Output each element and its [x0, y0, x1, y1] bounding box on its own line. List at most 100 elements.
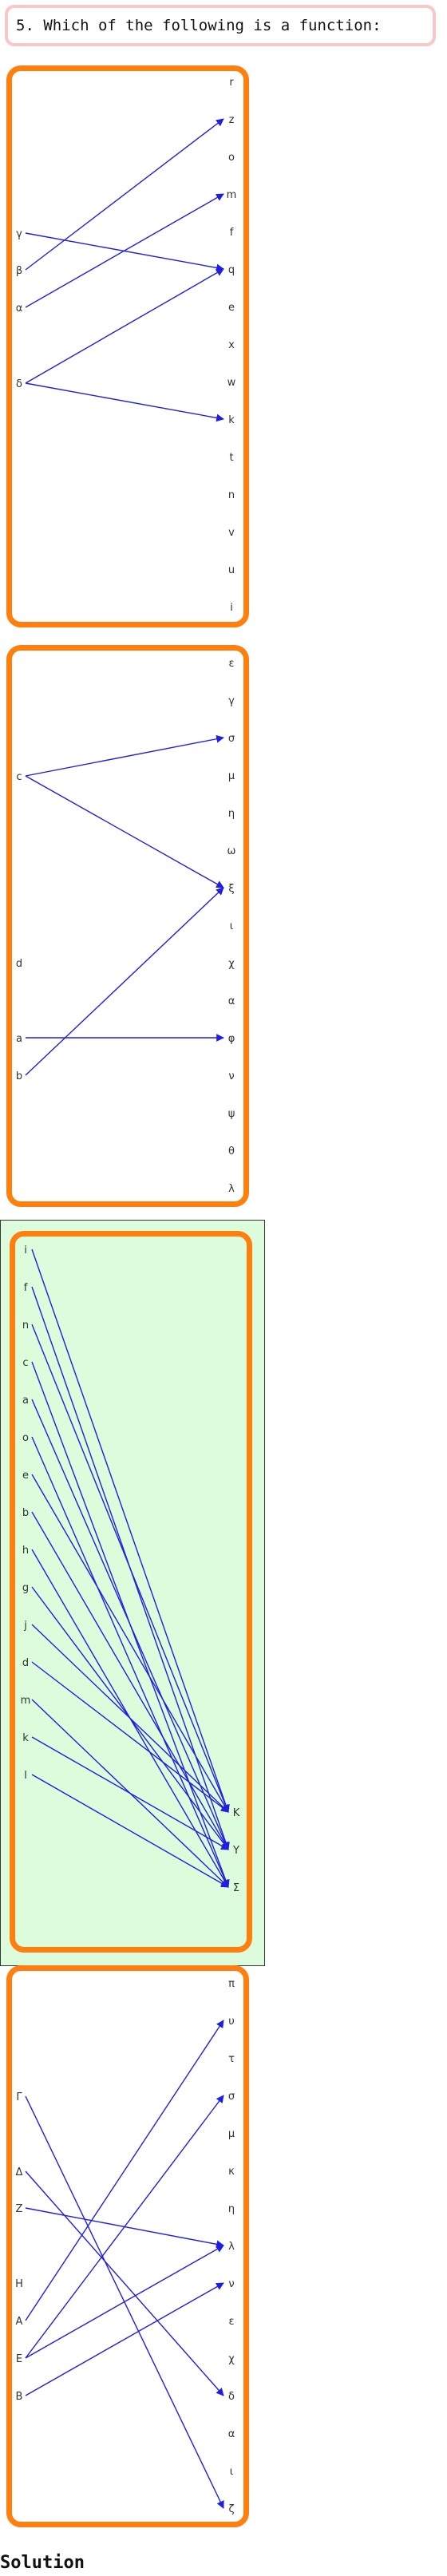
mapping-arrow: [25, 268, 224, 384]
codomain-label: Σ: [233, 1882, 239, 1894]
codomain-label: K: [233, 1807, 240, 1819]
codomain-label: σ: [228, 2091, 235, 2103]
codomain-label: q: [228, 264, 235, 276]
codomain-label: x: [228, 339, 235, 351]
mapping-arrow: [25, 2282, 224, 2396]
codomain-label: e: [228, 302, 235, 314]
domain-label: B: [16, 2391, 23, 2403]
codomain-label: κ: [228, 2166, 235, 2178]
domain-label: c: [16, 771, 22, 783]
solution-label: Solution: [0, 2553, 85, 2573]
codomain-label: t: [229, 452, 233, 464]
codomain-label: ψ: [228, 1108, 235, 1120]
mapping-arrow: [31, 1436, 229, 1888]
domain-label: Γ: [16, 2091, 22, 2103]
domain-label: γ: [16, 228, 22, 240]
domain-label: a: [16, 1033, 22, 1045]
option-panel-3[interactable]: [10, 1231, 252, 1953]
codomain-label: α: [228, 2428, 235, 2440]
option-panel-2[interactable]: [6, 645, 249, 1207]
codomain-label: χ: [228, 958, 235, 970]
codomain-label: ι: [230, 2466, 233, 2478]
codomain-label: ω: [227, 845, 236, 857]
codomain-label: n: [228, 489, 235, 501]
question-text: 5. Which of the following is a function:: [16, 17, 382, 34]
codomain-label: ζ: [228, 2503, 234, 2515]
mapping-arrow: [25, 887, 224, 1076]
codomain-label: τ: [228, 2053, 235, 2065]
mapping-arrow: [31, 1248, 230, 1813]
codomain-label: ν: [228, 2278, 234, 2290]
codomain-label: ε: [228, 658, 234, 670]
codomain-label: o: [228, 152, 235, 164]
domain-label: H: [15, 2278, 23, 2290]
codomain-label: γ: [228, 695, 235, 707]
domain-label: d: [22, 1657, 29, 1669]
mapping-arrow: [31, 1511, 229, 1850]
codomain-label: z: [229, 114, 235, 126]
mapping-arrow: [31, 1774, 229, 1888]
mapping-arrow: [31, 1324, 230, 1813]
mapping-arrow: [25, 2245, 224, 2359]
codomain-label: r: [229, 77, 234, 89]
domain-label: Z: [16, 2203, 23, 2215]
domain-label: b: [16, 1070, 22, 1082]
mapping-arrow: [25, 2095, 224, 2359]
codomain-label: θ: [228, 1146, 235, 1157]
domain-label: a: [22, 1395, 29, 1407]
domain-label: A: [16, 2316, 23, 2328]
domain-label: c: [22, 1357, 28, 1369]
mapping-arrow: [25, 734, 224, 777]
correct-answer-highlight: [0, 1220, 265, 1966]
codomain-label: μ: [228, 770, 235, 782]
mapping-arrow: [25, 118, 224, 271]
codomain-label: α: [228, 995, 235, 1007]
codomain-label: η: [228, 2203, 235, 2215]
mapping-arrow: [31, 1736, 229, 1850]
domain-label: m: [21, 1695, 31, 1707]
domain-label: o: [22, 1432, 29, 1444]
domain-label: β: [16, 265, 22, 277]
domain-label: f: [24, 1282, 28, 1294]
codomain-label: ι: [230, 920, 233, 932]
codomain-label: k: [228, 414, 235, 426]
codomain-label: π: [228, 1978, 235, 1990]
domain-label: d: [16, 958, 22, 970]
mapping-arrow: [25, 193, 224, 308]
codomain-label: f: [230, 227, 234, 239]
codomain-label: λ: [228, 1183, 235, 1195]
codomain-label: δ: [228, 2391, 235, 2403]
codomain-label: σ: [228, 733, 235, 745]
codomain-label: u: [228, 564, 235, 576]
codomain-label: v: [228, 527, 235, 539]
domain-label: e: [22, 1470, 29, 1482]
mapping-arrow: [31, 1661, 229, 1813]
option-panel-4[interactable]: [6, 1965, 249, 2527]
codomain-label: ε: [228, 2316, 234, 2328]
question-box: 5. Which of the following is a function:: [5, 5, 436, 46]
codomain-label: μ: [228, 2128, 235, 2140]
codomain-label: υ: [228, 2016, 235, 2028]
codomain-label: Y: [232, 1845, 239, 1857]
domain-label: j: [23, 1620, 27, 1632]
mapping-arrow: [31, 1474, 229, 1813]
mapping-arrow: [25, 775, 224, 888]
codomain-label: λ: [228, 2241, 235, 2253]
codomain-label: ν: [228, 1070, 234, 1082]
codomain-label: m: [227, 189, 237, 201]
domain-label: n: [22, 1320, 29, 1332]
domain-label: b: [22, 1507, 29, 1519]
domain-label: δ: [16, 378, 22, 390]
domain-label: l: [24, 1770, 27, 1782]
domain-label: h: [22, 1545, 29, 1557]
domain-label: Δ: [16, 2166, 23, 2178]
codomain-label: w: [227, 377, 236, 389]
codomain-label: ξ: [228, 883, 234, 895]
codomain-label: φ: [228, 1033, 235, 1045]
option-panel-1[interactable]: [6, 65, 249, 627]
domain-label: k: [22, 1732, 29, 1744]
mapping-arrow: [25, 2020, 224, 2321]
domain-label: g: [22, 1582, 29, 1594]
codomain-label: i: [230, 602, 233, 614]
